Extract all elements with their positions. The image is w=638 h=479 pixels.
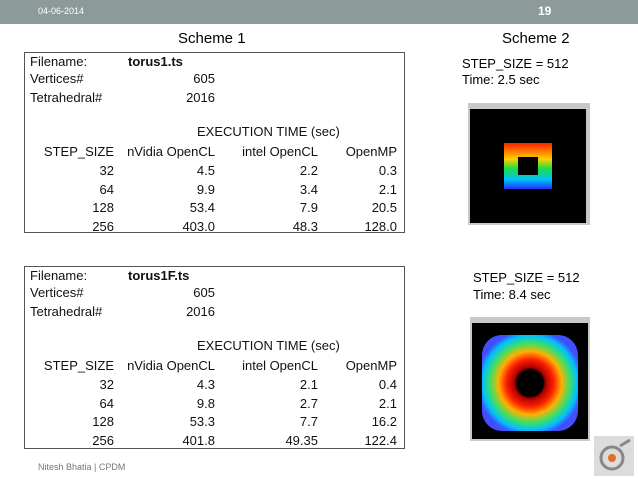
info-value: 2016 [186, 304, 215, 319]
info-label: Tetrahedral# [30, 304, 103, 319]
table-cell: 3.4 [299, 181, 318, 197]
table-frame [24, 266, 405, 449]
render-image [468, 103, 590, 225]
table-caption: EXECUTION TIME (sec) [197, 124, 340, 139]
render-image [470, 317, 590, 441]
column-header: nVidia OpenCL [127, 358, 215, 373]
column-header: STEP_SIZE [43, 358, 114, 373]
result-step: STEP_SIZE = 512 [473, 270, 580, 285]
table-cell: 7.9 [299, 200, 318, 216]
table-cell: 2.7 [299, 395, 318, 411]
info-label: Filename: [30, 268, 88, 283]
table-cell: 53.3 [189, 414, 215, 430]
column-header: STEP_SIZE [43, 144, 114, 159]
table-caption: EXECUTION TIME (sec) [197, 338, 340, 353]
table-cell: 32 [99, 163, 114, 178]
table-cell: 403.0 [182, 219, 215, 235]
info-value: 605 [193, 71, 215, 86]
table-cell: 0.3 [378, 163, 397, 178]
table-cell: 32 [99, 377, 114, 392]
column-header: intel OpenCL [242, 358, 318, 373]
info-value: torus1F.ts [128, 268, 190, 283]
result-step: STEP_SIZE = 512 [462, 56, 569, 71]
column-header: OpenMP [345, 144, 397, 159]
table-cell: 53.4 [189, 200, 215, 216]
result-time: Time: 2.5 sec [462, 72, 540, 87]
column-header: intel OpenCL [242, 144, 318, 159]
table-cell: 128 [92, 414, 114, 430]
table-cell: 128.0 [364, 219, 397, 235]
table-cell: 0.4 [378, 377, 397, 392]
footer: Nitesh Bhatia | CPDM [38, 462, 126, 472]
column-header: nVidia OpenCL [127, 144, 215, 159]
table-cell: 2.1 [378, 395, 397, 411]
table-frame [24, 52, 405, 233]
logo [594, 436, 634, 476]
table-cell: 256 [92, 219, 114, 235]
table-cell: 4.3 [196, 377, 215, 392]
table-cell: 122.4 [364, 433, 397, 449]
info-label: Vertices# [30, 71, 84, 86]
scheme-heading: Scheme 2 [502, 30, 570, 47]
info-label: Vertices# [30, 285, 84, 300]
table-cell: 7.7 [299, 414, 318, 430]
table-cell: 9.9 [196, 181, 215, 197]
info-value: torus1.ts [128, 54, 183, 69]
info-value: 2016 [186, 90, 215, 105]
table-cell: 2.1 [299, 377, 318, 392]
table-cell: 2.2 [299, 163, 318, 178]
table-cell: 64 [99, 181, 114, 197]
table-cell: 4.5 [196, 163, 215, 178]
date: 04-06-2014 [38, 6, 85, 16]
table-cell: 64 [99, 395, 114, 411]
info-label: Tetrahedral# [30, 90, 103, 105]
table-cell: 256 [92, 433, 114, 449]
table-cell: 48.3 [292, 219, 318, 235]
info-value: 605 [193, 285, 215, 300]
table-cell: 9.8 [196, 395, 215, 411]
info-label: Filename: [30, 54, 88, 69]
table-cell: 20.5 [371, 200, 397, 216]
scheme-heading: Scheme 1 [178, 30, 246, 47]
table-cell: 16.2 [371, 414, 397, 430]
column-header: OpenMP [345, 358, 397, 373]
top-bar [0, 0, 638, 24]
table-cell: 49.35 [285, 433, 318, 449]
result-time: Time: 8.4 sec [473, 287, 551, 302]
table-cell: 128 [92, 200, 114, 216]
table-cell: 2.1 [378, 181, 397, 197]
page-number: 19 [538, 4, 552, 18]
table-cell: 401.8 [182, 433, 215, 449]
